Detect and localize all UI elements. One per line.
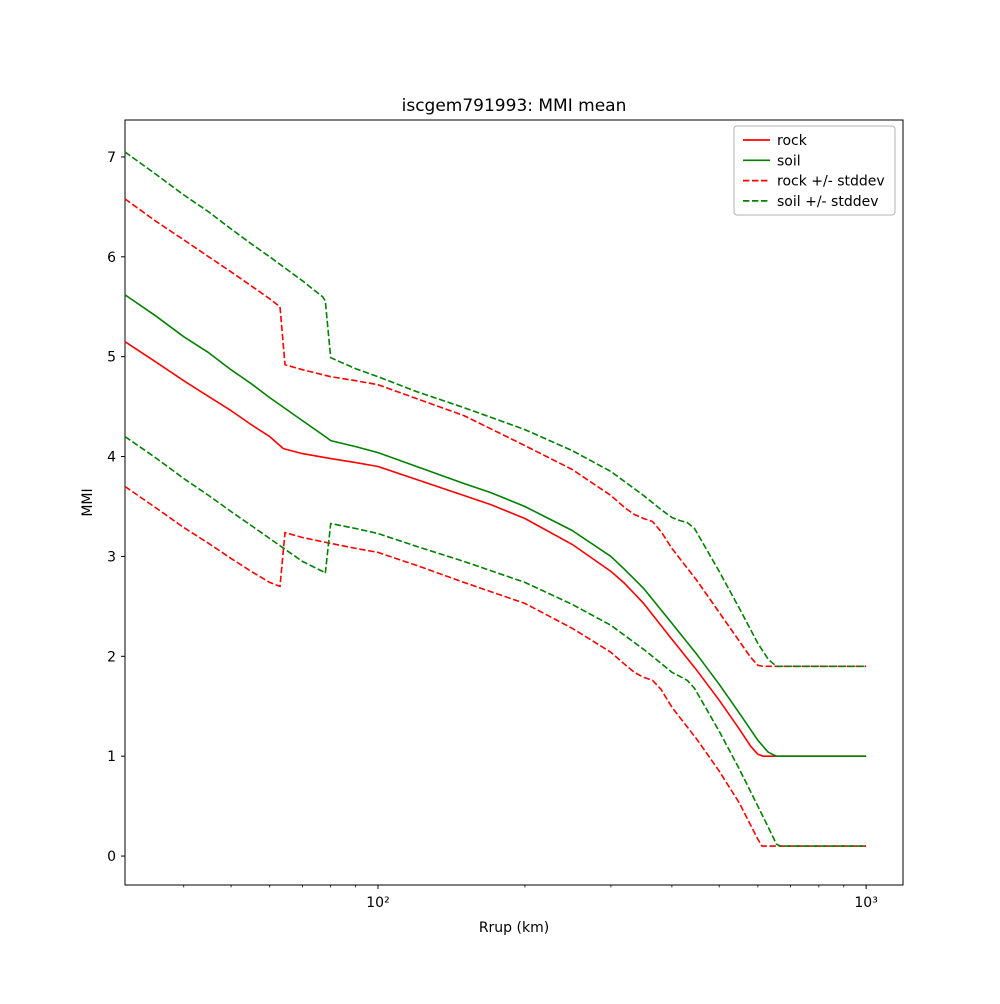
y-tick-label: 2 xyxy=(107,649,116,665)
y-tick-label: 4 xyxy=(107,450,116,466)
plot-frame xyxy=(124,119,904,886)
series-rock-line xyxy=(124,341,867,758)
y-axis-label: MMI xyxy=(80,488,96,516)
series-rock-plus-stddev-line xyxy=(124,198,867,668)
x-axis-label: Rrup (km) xyxy=(479,920,549,936)
y-axis-ticks: 0 1 2 3 4 5 6 7 xyxy=(107,150,125,865)
legend: rock soil rock +/- stddev soil +/- stddev xyxy=(733,125,896,216)
axes xyxy=(124,119,904,886)
y-tick-label: 3 xyxy=(107,549,116,565)
y-tick-label: 5 xyxy=(107,350,116,366)
series-soil-minus-stddev-line xyxy=(124,435,867,847)
x-tick-label: 10³ xyxy=(854,895,877,911)
y-tick-label: 7 xyxy=(107,150,116,166)
y-tick-label: 6 xyxy=(107,250,116,266)
x-tick-label: 10² xyxy=(366,895,389,911)
legend-label: rock +/- stddev xyxy=(777,174,885,190)
x-axis-ticks: 10² 10³ xyxy=(183,885,878,911)
series-soil-line xyxy=(124,294,867,758)
legend-label: soil xyxy=(777,153,801,169)
legend-box xyxy=(733,125,896,216)
series-soil-plus-stddev-line xyxy=(124,151,867,668)
legend-label: rock xyxy=(777,133,808,149)
y-tick-label: 0 xyxy=(107,849,116,865)
legend-label: soil +/- stddev xyxy=(777,194,879,210)
series-rock-minus-stddev-line xyxy=(124,485,867,847)
y-tick-label: 1 xyxy=(107,749,116,765)
chart-title: iscgem791993: MMI mean xyxy=(402,96,627,116)
series-lines xyxy=(124,151,867,847)
